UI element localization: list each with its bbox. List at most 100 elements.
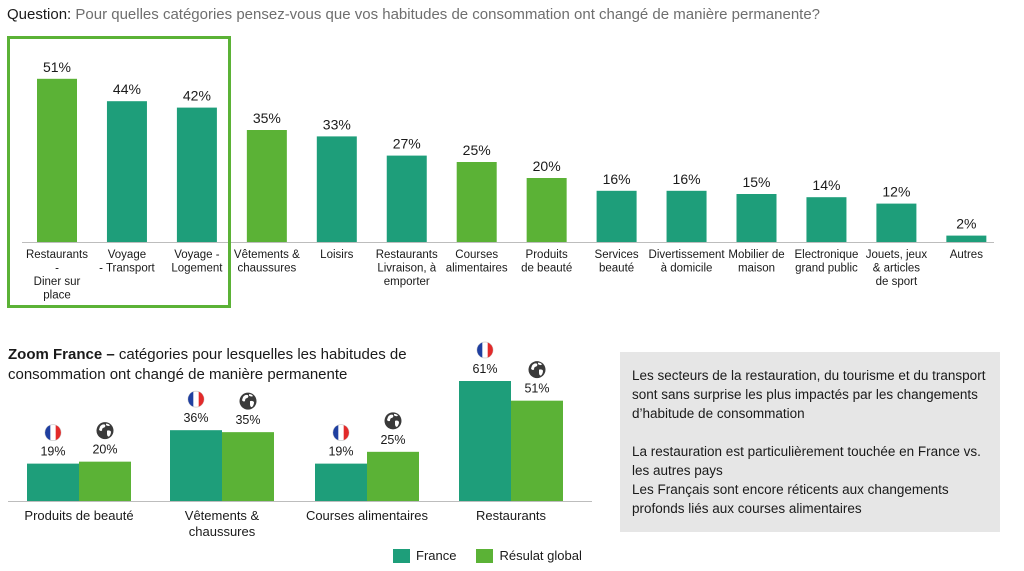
- top-category-line: Livraison, à: [377, 263, 436, 275]
- top-category-line: Diner sur: [34, 276, 81, 288]
- flag-blue: [477, 342, 483, 358]
- top-category-line: à domicile: [661, 263, 713, 275]
- top-value-label-13: 2%: [956, 216, 976, 232]
- top-category-line: & articles: [873, 263, 921, 275]
- top-category-line: - Transport: [99, 263, 155, 275]
- zoom-value-label-global-0: 20%: [92, 443, 117, 457]
- france-flag-icon: [187, 390, 205, 408]
- zoom-value-label-france-0: 19%: [40, 445, 65, 459]
- top-category-label-2: Voyage - Logement: [171, 249, 223, 275]
- top-value-label-5: 27%: [393, 136, 421, 152]
- zoom-value-label-france-1: 36%: [183, 411, 208, 425]
- zoom-category-line: Vêtements &: [185, 508, 260, 523]
- top-category-line: Restaurants: [26, 249, 88, 261]
- globe-land-1: [387, 414, 394, 422]
- top-category-line: Voyage -: [174, 249, 220, 261]
- zoom-category-line: chaussures: [189, 524, 256, 539]
- top-category-label-6: Courses alimentaires: [446, 249, 508, 275]
- question-text: Pour quelles catégories pensez-vous que …: [75, 6, 821, 23]
- globe-land-1: [99, 424, 106, 431]
- legend-swatch-global: [476, 548, 494, 563]
- top-category-line: place: [43, 290, 71, 302]
- top-value-label-4: 33%: [323, 116, 351, 132]
- top-category-line: Restaurants: [376, 249, 438, 261]
- top-category-line: beauté: [599, 263, 634, 275]
- top-category-line: maison: [738, 263, 775, 275]
- top-value-label-8: 16%: [603, 171, 631, 187]
- zoom-bar-chart: 19% 20% Produits de beauté 36% 35% Vêtements …: [8, 341, 592, 539]
- top-category-label-13: Autres: [950, 249, 983, 261]
- globe-land-1: [242, 394, 249, 402]
- top-value-label-10: 15%: [742, 174, 770, 190]
- info-paragraph-2: La restauration est particulièrement tou…: [632, 444, 981, 478]
- zoom-title-text: catégories pour lesquelles les habitudes…: [8, 346, 407, 383]
- top-category-label-9: Divertissement à domicile: [649, 249, 726, 275]
- top-value-label-6: 25%: [463, 142, 491, 158]
- top-category-line: Logement: [171, 263, 223, 275]
- globe-land-3: [394, 413, 398, 417]
- zoom-title-bold: Zoom France –: [8, 346, 115, 363]
- flag-red: [55, 425, 61, 441]
- legend-label-france: France: [416, 548, 457, 563]
- zoom-bar-france-2: [315, 463, 367, 501]
- france-flag-icon: [44, 424, 62, 442]
- globe-land-2: [395, 420, 399, 427]
- top-category-line: Services: [595, 249, 639, 261]
- legend-swatch-france: [393, 548, 410, 563]
- zoom-bar-global-0: [79, 461, 131, 501]
- info-paragraph-3: Les Français sont encore réticents aux c…: [632, 482, 949, 516]
- top-category-label-12: Jouets, jeux & articles de sport: [866, 249, 928, 288]
- top-bar-1: [106, 101, 147, 242]
- legend-label-global: Résulat global: [499, 548, 582, 563]
- top-category-line: -: [55, 263, 59, 275]
- zoom-value-label-global-2: 25%: [380, 433, 405, 447]
- top-category-label-11: Electronique grand public: [794, 249, 858, 275]
- top-category-line: chaussures: [237, 263, 296, 275]
- globe-icon: [384, 412, 402, 430]
- top-bar-10: [736, 194, 777, 242]
- legend: France Résulat global: [393, 548, 602, 563]
- globe-icon: [528, 361, 546, 379]
- top-category-line: de beauté: [521, 263, 572, 275]
- top-category-line: Courses: [455, 249, 498, 261]
- top-category-label-10: Mobilier de maison: [728, 249, 784, 275]
- zoom-value-label-global-3: 51%: [524, 382, 549, 396]
- france-flag-icon: [476, 341, 494, 359]
- zoom-category-line: Courses alimentaires: [306, 508, 429, 523]
- zoom-bar-global-2: [367, 451, 419, 501]
- top-bar-8: [596, 190, 637, 242]
- top-category-line: Voyage: [108, 249, 146, 261]
- top-value-label-0: 51%: [43, 59, 71, 75]
- top-category-line: Divertissement: [649, 249, 726, 261]
- top-bar-3: [246, 130, 287, 242]
- top-value-label-11: 14%: [812, 177, 840, 193]
- globe-land-2: [250, 400, 254, 408]
- top-category-line: emporter: [384, 276, 430, 288]
- legend-item-france: France: [393, 548, 456, 563]
- globe-land-2: [539, 369, 543, 376]
- zoom-category-line: Restaurants: [476, 508, 547, 523]
- flag-red: [198, 391, 204, 407]
- zoom-bar-global-1: [222, 432, 274, 501]
- zoom-value-label-france-3: 61%: [472, 362, 497, 376]
- flag-blue: [45, 425, 51, 441]
- top-value-label-7: 20%: [533, 158, 561, 174]
- top-category-line: Vêtements &: [234, 249, 300, 261]
- zoom-category-label-1: Vêtements & chaussures: [185, 508, 260, 539]
- top-category-line: alimentaires: [446, 263, 508, 275]
- top-category-line: Mobilier de: [728, 249, 784, 261]
- question-label: Question:: [7, 6, 72, 23]
- zoom-value-label-global-1: 35%: [235, 413, 260, 427]
- top-category-line: de sport: [876, 276, 918, 288]
- top-category-label-7: Produits de beauté: [521, 249, 572, 275]
- top-value-label-1: 44%: [113, 81, 141, 97]
- top-category-line: Produits: [526, 249, 568, 261]
- top-bar-13: [946, 235, 987, 242]
- legend-item-global: Résulat global: [476, 548, 582, 563]
- top-bar-6: [456, 162, 497, 242]
- zoom-category-label-2: Courses alimentaires: [306, 508, 429, 523]
- zoom-category-label-3: Restaurants: [476, 508, 547, 523]
- globe-land-1: [531, 363, 538, 371]
- question-line: Question: Pour quelles catégories pensez…: [7, 6, 820, 23]
- top-category-label-8: Services beauté: [595, 249, 639, 275]
